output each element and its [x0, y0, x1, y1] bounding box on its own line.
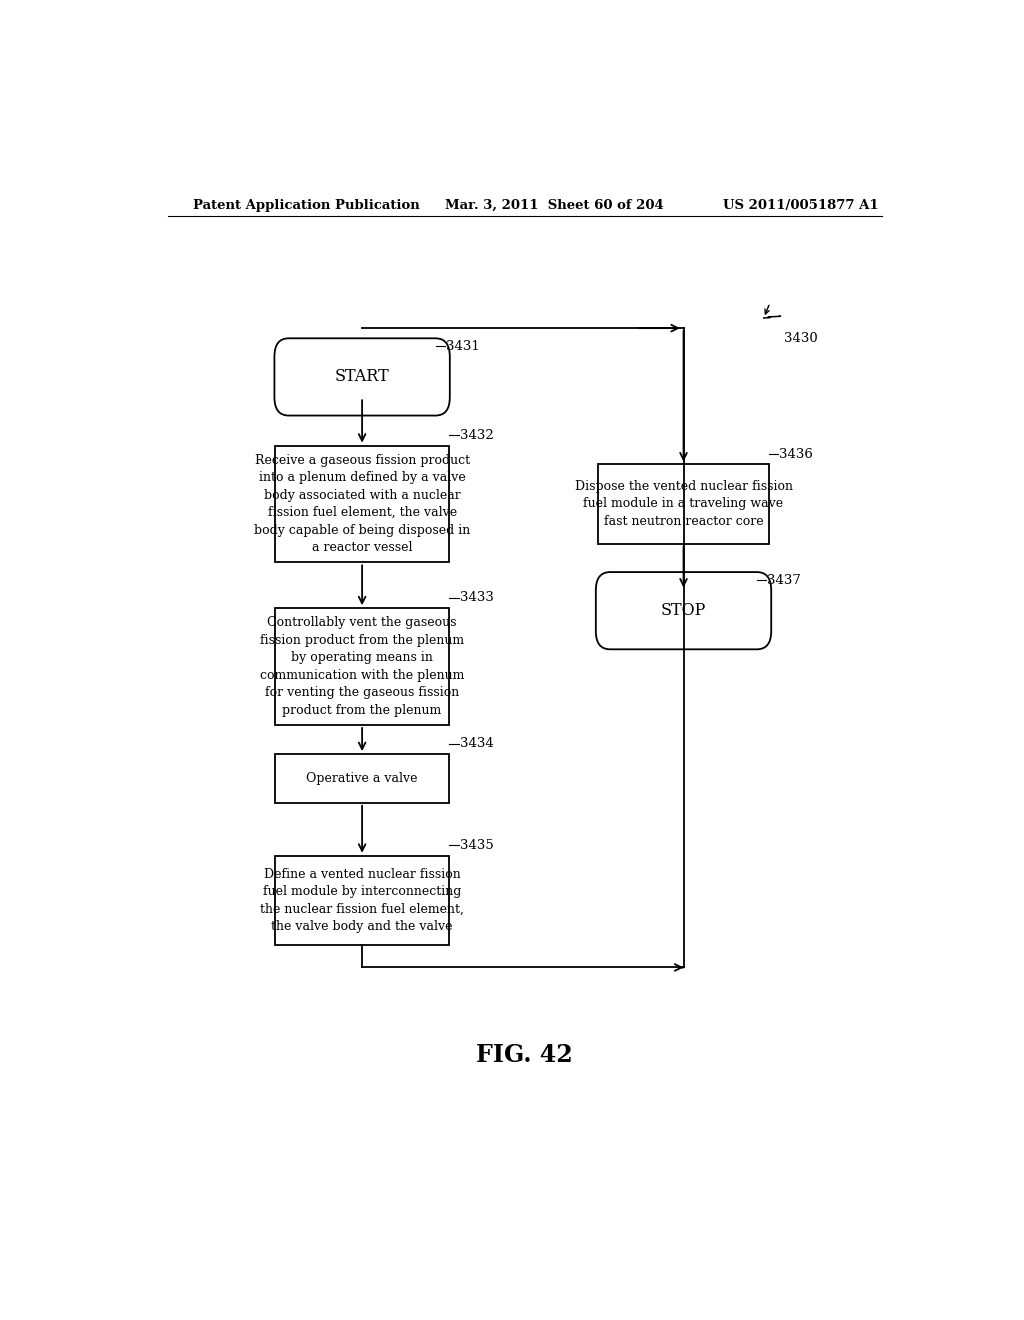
Text: STOP: STOP — [660, 602, 707, 619]
Bar — [274, 446, 450, 562]
Text: START: START — [335, 368, 389, 385]
Text: 3434: 3434 — [460, 738, 494, 750]
Text: 3432: 3432 — [460, 429, 494, 442]
Text: Define a vented nuclear fission
fuel module by interconnecting
the nuclear fissi: Define a vented nuclear fission fuel mod… — [260, 867, 464, 933]
Text: 3431: 3431 — [445, 341, 479, 352]
Text: Dispose the vented nuclear fission
fuel module in a traveling wave
fast neutron : Dispose the vented nuclear fission fuel … — [574, 480, 793, 528]
Text: Controllably vent the gaseous
fission product from the plenum
by operating means: Controllably vent the gaseous fission pr… — [260, 616, 464, 717]
Text: Operative a valve: Operative a valve — [306, 772, 418, 785]
Text: 3436: 3436 — [779, 447, 813, 461]
Text: Mar. 3, 2011  Sheet 60 of 204: Mar. 3, 2011 Sheet 60 of 204 — [445, 198, 665, 211]
Bar — [598, 465, 769, 544]
Text: Receive a gaseous fission product
into a plenum defined by a valve
body associat: Receive a gaseous fission product into a… — [254, 454, 470, 554]
Bar — [274, 855, 450, 945]
Text: 3433: 3433 — [460, 591, 494, 605]
Bar — [274, 754, 450, 803]
Text: Patent Application Publication: Patent Application Publication — [194, 198, 420, 211]
Bar — [274, 609, 450, 725]
Text: US 2011/0051877 A1: US 2011/0051877 A1 — [723, 198, 879, 211]
Text: 3430: 3430 — [783, 331, 817, 345]
FancyBboxPatch shape — [274, 338, 450, 416]
Text: 3435: 3435 — [460, 840, 494, 851]
FancyBboxPatch shape — [596, 572, 771, 649]
Text: FIG. 42: FIG. 42 — [476, 1043, 573, 1067]
Text: 3437: 3437 — [767, 574, 801, 586]
